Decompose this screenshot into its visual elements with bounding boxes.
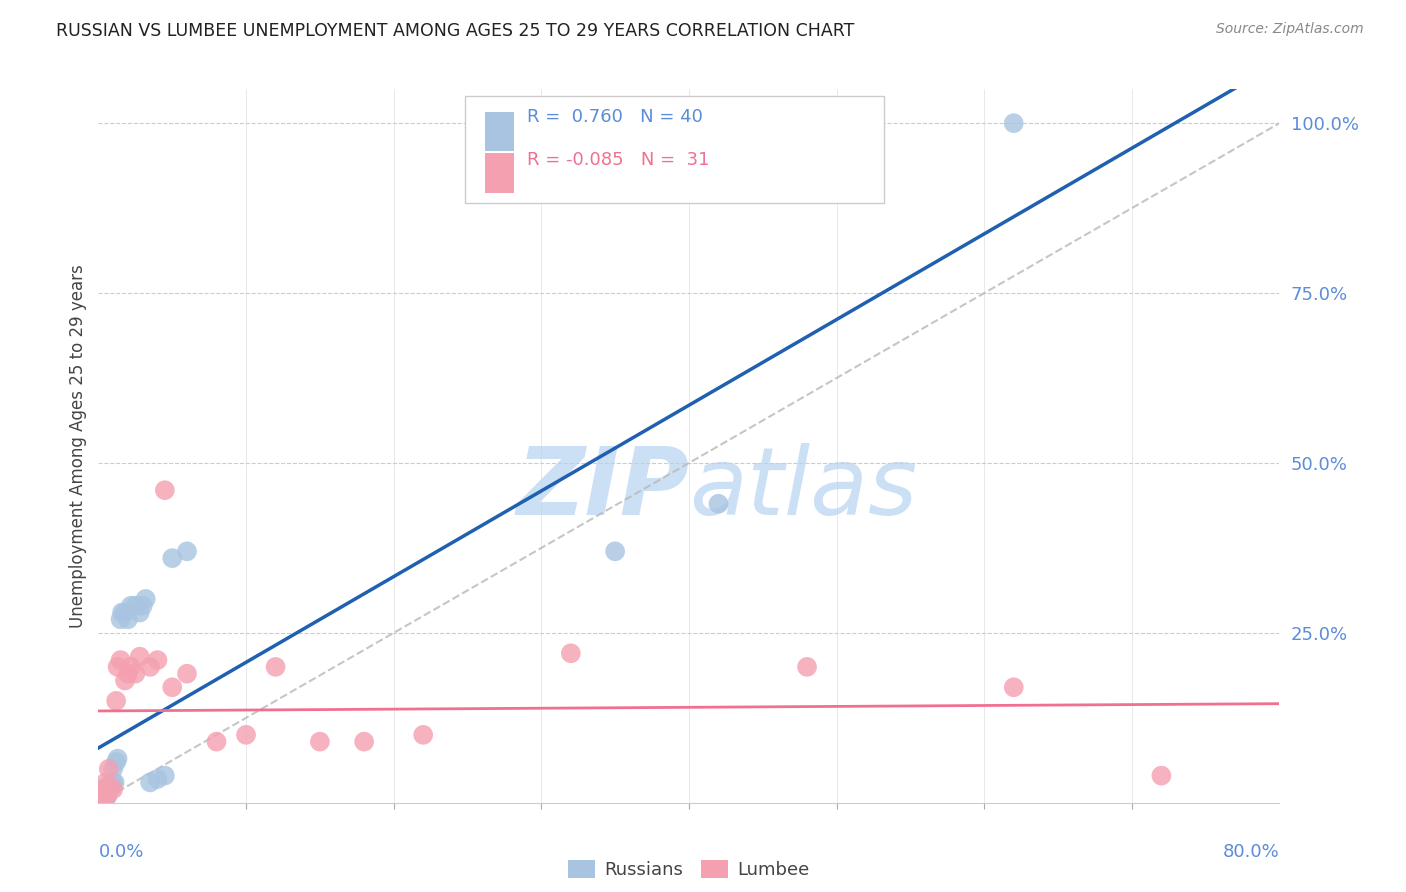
Point — [105, 694, 128, 708]
Text: 0.0%: 0.0% — [98, 843, 143, 861]
Point — [1002, 680, 1025, 694]
Point — [707, 497, 730, 511]
Point — [96, 789, 118, 803]
Point — [412, 728, 434, 742]
Text: 80.0%: 80.0% — [1223, 843, 1279, 861]
Point — [235, 728, 257, 742]
Point — [124, 599, 146, 613]
Point — [94, 789, 117, 803]
Point — [105, 755, 128, 769]
Bar — [485, 153, 515, 193]
Text: RUSSIAN VS LUMBEE UNEMPLOYMENT AMONG AGES 25 TO 29 YEARS CORRELATION CHART: RUSSIAN VS LUMBEE UNEMPLOYMENT AMONG AGE… — [56, 22, 855, 40]
Point — [104, 775, 127, 789]
Point — [89, 789, 111, 803]
Point — [146, 653, 169, 667]
Point — [100, 779, 122, 793]
Point — [91, 789, 114, 803]
FancyBboxPatch shape — [464, 96, 884, 203]
Point — [96, 789, 118, 803]
Point — [96, 786, 118, 800]
Y-axis label: Unemployment Among Ages 25 to 29 years: Unemployment Among Ages 25 to 29 years — [69, 264, 87, 628]
Point — [176, 666, 198, 681]
Point — [97, 762, 120, 776]
Point — [153, 769, 176, 783]
Point — [128, 649, 150, 664]
Point — [796, 660, 818, 674]
Point — [93, 782, 115, 797]
Point — [560, 646, 582, 660]
Point — [117, 612, 139, 626]
Legend: Russians, Lumbee: Russians, Lumbee — [561, 853, 817, 887]
Point — [93, 790, 115, 805]
Point — [93, 783, 115, 797]
Point — [605, 544, 627, 558]
Point — [94, 775, 117, 789]
Point — [132, 599, 155, 613]
Text: atlas: atlas — [689, 443, 917, 534]
Point — [146, 772, 169, 786]
Point — [93, 788, 115, 802]
Point — [107, 660, 129, 674]
Point — [97, 779, 120, 793]
Point — [176, 544, 198, 558]
Point — [162, 680, 183, 694]
Point — [128, 606, 150, 620]
Point — [153, 483, 176, 498]
Point — [162, 551, 183, 566]
Point — [94, 782, 117, 797]
Point — [98, 782, 121, 797]
Point — [94, 786, 117, 800]
Point — [114, 673, 136, 688]
Point — [97, 782, 120, 797]
Point — [264, 660, 287, 674]
Point — [91, 789, 114, 803]
Point — [103, 782, 125, 797]
Point — [114, 606, 136, 620]
Point — [205, 734, 228, 748]
Point — [103, 775, 125, 789]
Point — [90, 789, 112, 803]
Point — [1150, 769, 1173, 783]
Bar — [485, 112, 515, 152]
Text: ZIP: ZIP — [516, 442, 689, 535]
Point — [120, 599, 142, 613]
Point — [120, 660, 142, 674]
Point — [103, 762, 125, 776]
Point — [139, 660, 162, 674]
Point — [1002, 116, 1025, 130]
Point — [117, 666, 139, 681]
Point — [110, 612, 132, 626]
Point — [91, 786, 114, 800]
Point — [98, 782, 121, 797]
Point — [135, 591, 157, 606]
Point — [124, 666, 146, 681]
Point — [91, 782, 114, 797]
Point — [111, 606, 134, 620]
Point — [107, 751, 129, 765]
Point — [139, 775, 162, 789]
Point — [309, 734, 332, 748]
Text: R = -0.085   N =  31: R = -0.085 N = 31 — [527, 152, 710, 169]
Text: R =  0.760   N = 40: R = 0.760 N = 40 — [527, 109, 703, 127]
Point — [89, 789, 111, 803]
Point — [110, 653, 132, 667]
Text: Source: ZipAtlas.com: Source: ZipAtlas.com — [1216, 22, 1364, 37]
Point — [353, 734, 375, 748]
Point — [90, 788, 112, 802]
